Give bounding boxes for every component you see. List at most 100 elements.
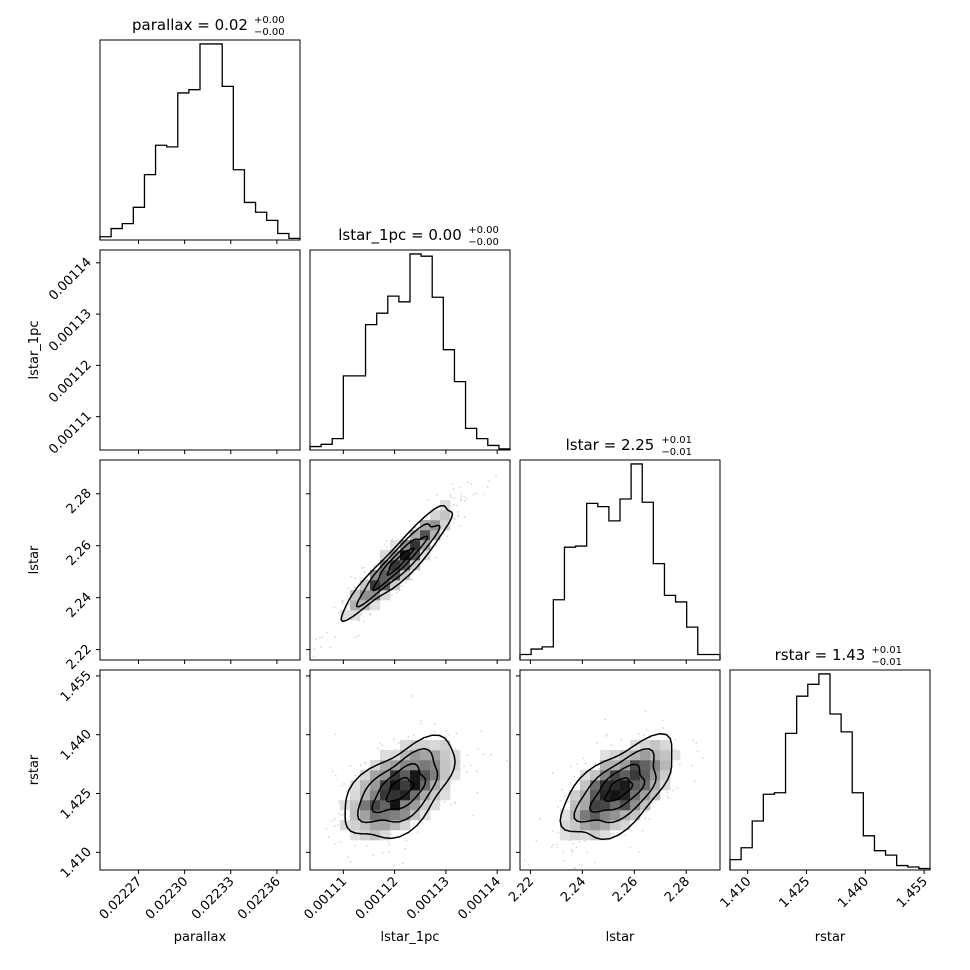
sample-point: [426, 516, 428, 519]
sample-point: [363, 571, 366, 573]
sample-point: [347, 603, 350, 605]
sample-point: [562, 859, 565, 862]
sample-point: [341, 600, 343, 603]
density-cell: [410, 550, 421, 561]
contour-2: [356, 747, 439, 824]
sample-point: [435, 544, 438, 546]
density-cell: [430, 770, 441, 781]
sample-point: [552, 843, 555, 846]
scatter-panel-parallax-lstar_1pc: [96, 249, 301, 454]
density-cell: [580, 780, 591, 791]
density-cell: [570, 820, 581, 831]
density-cell: [350, 800, 361, 811]
ytick-label-lstar_1pc-3: 0.00114: [46, 255, 95, 304]
density-cell: [400, 820, 411, 831]
sample-point: [354, 636, 357, 638]
panel-frame-parallax-lstar_1pc: [99, 249, 301, 451]
hist-panel-lstar_1pc: lstar_1pc = 0.00 +0.00−0.00: [309, 225, 511, 454]
title-plus-lstar_1pc: +0.00: [468, 225, 499, 236]
density-cell: [620, 770, 631, 781]
sample-point: [472, 814, 475, 817]
xlabel-lstar_1pc: lstar_1pc: [381, 930, 440, 945]
density-cell: [660, 780, 671, 791]
sample-point: [341, 602, 344, 604]
density-cell: [410, 800, 421, 811]
sample-point: [366, 845, 368, 847]
title-minus-parallax: −0.00: [254, 27, 285, 38]
sample-point: [404, 847, 406, 850]
sample-point: [321, 636, 324, 639]
xtick-label-rstar-0: 1.410: [718, 874, 755, 911]
density-cell: [620, 820, 631, 831]
sample-point: [364, 763, 366, 765]
density-cell: [600, 750, 611, 761]
density-cell: [440, 520, 451, 531]
sample-point: [569, 782, 572, 784]
sample-point: [641, 829, 644, 832]
density-cell: [630, 810, 641, 821]
sample-point: [391, 594, 393, 596]
density-cell: [440, 750, 451, 761]
sample-point: [488, 480, 490, 482]
title-minus-lstar: −0.01: [661, 447, 692, 458]
sample-point: [277, 673, 279, 675]
sample-point: [561, 788, 563, 791]
hist-frame-parallax: [99, 39, 301, 241]
sample-point: [463, 516, 466, 519]
sample-point: [436, 494, 438, 496]
sample-point: [662, 727, 665, 729]
sample-point: [449, 493, 452, 496]
density-cell: [360, 600, 371, 611]
density-cell: [370, 600, 381, 611]
density-cell: [360, 590, 371, 601]
sample-point: [341, 785, 343, 787]
sample-point: [576, 763, 578, 766]
sample-point: [406, 839, 409, 842]
sample-point: [354, 844, 356, 847]
sample-point: [572, 842, 575, 845]
sample-point: [349, 860, 352, 863]
density-cell: [600, 770, 611, 781]
scatter-panel-lstar-rstar: [516, 669, 721, 874]
sample-point: [337, 611, 340, 614]
xtick-label-lstar_1pc-3: 0.00114: [455, 874, 504, 923]
density-cell: [380, 550, 391, 561]
density-cell: [660, 760, 671, 771]
sample-point: [420, 723, 423, 725]
sample-point: [444, 735, 447, 738]
density-cell: [650, 750, 661, 761]
sample-point: [410, 695, 413, 697]
sample-point: [307, 668, 309, 670]
xlabel-rstar: rstar: [815, 930, 846, 945]
density-cell: [370, 790, 381, 801]
density-cell: [600, 790, 611, 801]
contour-3: [340, 504, 454, 623]
sample-point: [674, 739, 677, 741]
sample-point: [466, 771, 468, 773]
xtick-label-lstar-2: 2.26: [610, 874, 641, 905]
density-cell: [390, 750, 401, 761]
sample-point: [453, 497, 456, 500]
sample-point: [476, 748, 479, 750]
density-cell: [560, 830, 571, 841]
density-cell: [610, 800, 621, 811]
density-cell: [570, 800, 581, 811]
title-minus-rstar: −0.01: [871, 657, 902, 668]
sample-point: [413, 734, 415, 737]
ytick-label-rstar-3: 1.455: [58, 668, 95, 705]
density-cell: [380, 590, 391, 601]
panel-frame-parallax-lstar: [99, 459, 301, 661]
sample-point: [594, 762, 597, 764]
density-cell: [440, 790, 451, 801]
sample-point: [460, 499, 462, 502]
sample-point: [463, 495, 465, 497]
density-cell: [370, 780, 381, 791]
density-cell: [430, 510, 441, 521]
contour-1: [371, 535, 429, 592]
sample-point: [571, 849, 574, 852]
sample-point: [470, 482, 473, 485]
xtick-label-parallax-0: 0.02227: [97, 874, 146, 923]
sample-point: [360, 612, 363, 615]
sample-point: [483, 493, 486, 496]
sample-point: [361, 566, 363, 569]
